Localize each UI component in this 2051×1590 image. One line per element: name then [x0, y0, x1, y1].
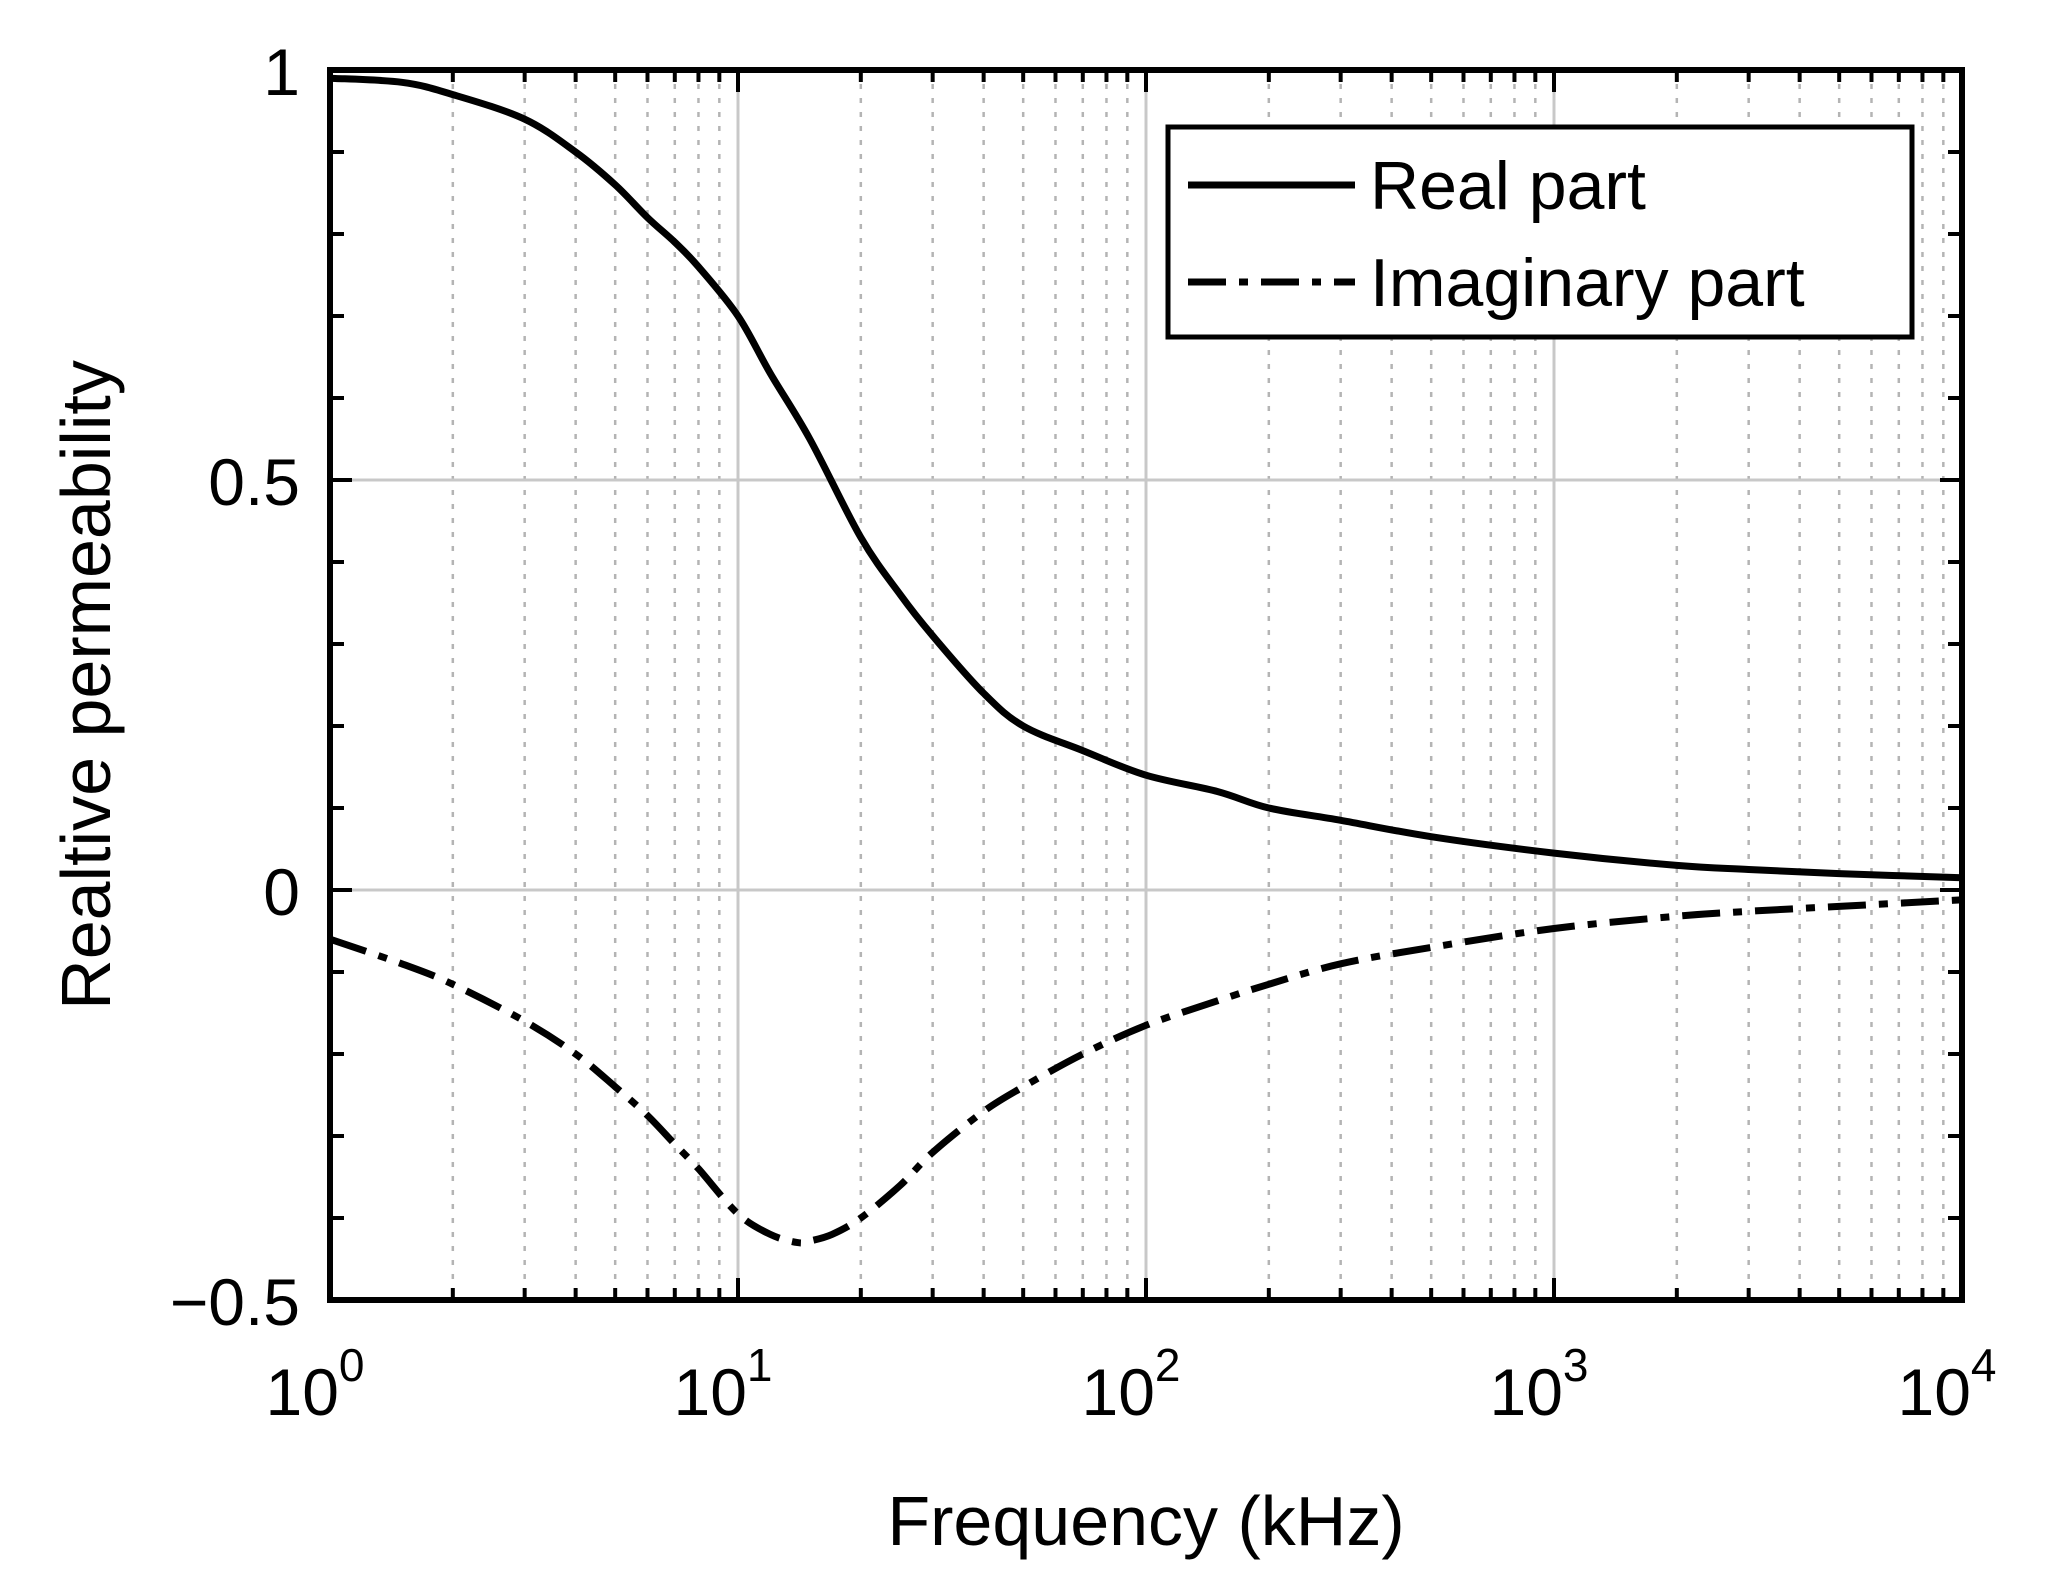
- y-axis-title: Realtive permeability: [47, 360, 125, 1010]
- x-axis-tick-labels: 100 101 102 103 104: [265, 1339, 1996, 1429]
- x-tick-label: 102: [1081, 1339, 1180, 1429]
- series-line-imaginary-part: [328, 896, 1963, 1247]
- y-tick-label: 0: [263, 855, 300, 929]
- legend-box: [1165, 124, 1915, 340]
- series-line-real-part: [329, 74, 1963, 882]
- axis-ticks: [328, 68, 1962, 1302]
- legend-label-imaginary: Imaginary part: [1370, 245, 1805, 321]
- legend: Real part Imaginary part: [1165, 124, 1915, 340]
- legend-label-real: Real part: [1370, 148, 1646, 224]
- x-tick-label: 101: [673, 1339, 772, 1429]
- y-axis-tick-labels: 1 0.5 0 −0.5: [170, 35, 300, 1339]
- x-tick-label: 104: [1897, 1339, 1996, 1429]
- x-tick-label: 100: [265, 1339, 364, 1429]
- x-tick-label: 103: [1489, 1339, 1588, 1429]
- plot-series: [328, 74, 1963, 1247]
- x-axis-title: Frequency (kHz): [887, 1482, 1404, 1560]
- y-tick-label: 1: [263, 35, 300, 109]
- y-tick-label: 0.5: [208, 445, 300, 519]
- y-tick-label: −0.5: [170, 1265, 300, 1339]
